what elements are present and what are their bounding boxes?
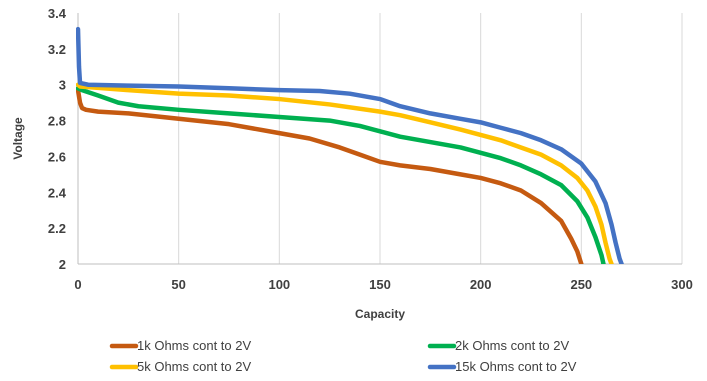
y-tick-label: 3 bbox=[59, 78, 66, 93]
y-tick-label: 2.6 bbox=[48, 149, 66, 164]
series-line-1 bbox=[76, 87, 584, 264]
legend-item: 1k Ohms cont to 2V bbox=[109, 338, 251, 353]
x-axis-title: Capacity bbox=[355, 307, 405, 321]
y-axis-title: Voltage bbox=[11, 117, 25, 160]
grid bbox=[178, 13, 683, 264]
y-tick-label: 2 bbox=[59, 257, 66, 272]
x-tick-label: 300 bbox=[671, 277, 693, 292]
legend-label: 2k Ohms cont to 2V bbox=[455, 338, 569, 353]
x-tick-label: 100 bbox=[268, 277, 290, 292]
y-tick-label: 3.2 bbox=[48, 42, 66, 57]
legend-label: 15k Ohms cont to 2V bbox=[455, 359, 577, 374]
series-line-3 bbox=[76, 82, 614, 264]
series-lines bbox=[76, 26, 624, 264]
legend-label: 5k Ohms cont to 2V bbox=[137, 359, 251, 374]
series-line-2 bbox=[76, 86, 606, 264]
legend-item: 2k Ohms cont to 2V bbox=[427, 338, 569, 353]
x-tick-label: 50 bbox=[171, 277, 185, 292]
x-tick-label: 0 bbox=[74, 277, 81, 292]
y-tick-label: 2.2 bbox=[48, 221, 66, 236]
tick-labels: 0 50 100 150 200 250 300 2 2.2 2.4 2.6 2.8 3 3.2 3.4 bbox=[48, 6, 693, 292]
legend: 1k Ohms cont to 2V 2k Ohms cont to 2V 5k O… bbox=[109, 338, 577, 374]
legend-label: 1k Ohms cont to 2V bbox=[137, 338, 251, 353]
x-tick-label: 150 bbox=[369, 277, 391, 292]
y-tick-label: 3.4 bbox=[48, 6, 67, 21]
y-tick-label: 2.4 bbox=[48, 185, 67, 200]
legend-item: 5k Ohms cont to 2V bbox=[109, 359, 251, 374]
series-line-4 bbox=[76, 26, 624, 264]
legend-item: 15k Ohms cont to 2V bbox=[427, 359, 577, 374]
x-tick-label: 200 bbox=[470, 277, 492, 292]
x-tick-label: 250 bbox=[570, 277, 592, 292]
y-tick-label: 2.8 bbox=[48, 114, 66, 129]
